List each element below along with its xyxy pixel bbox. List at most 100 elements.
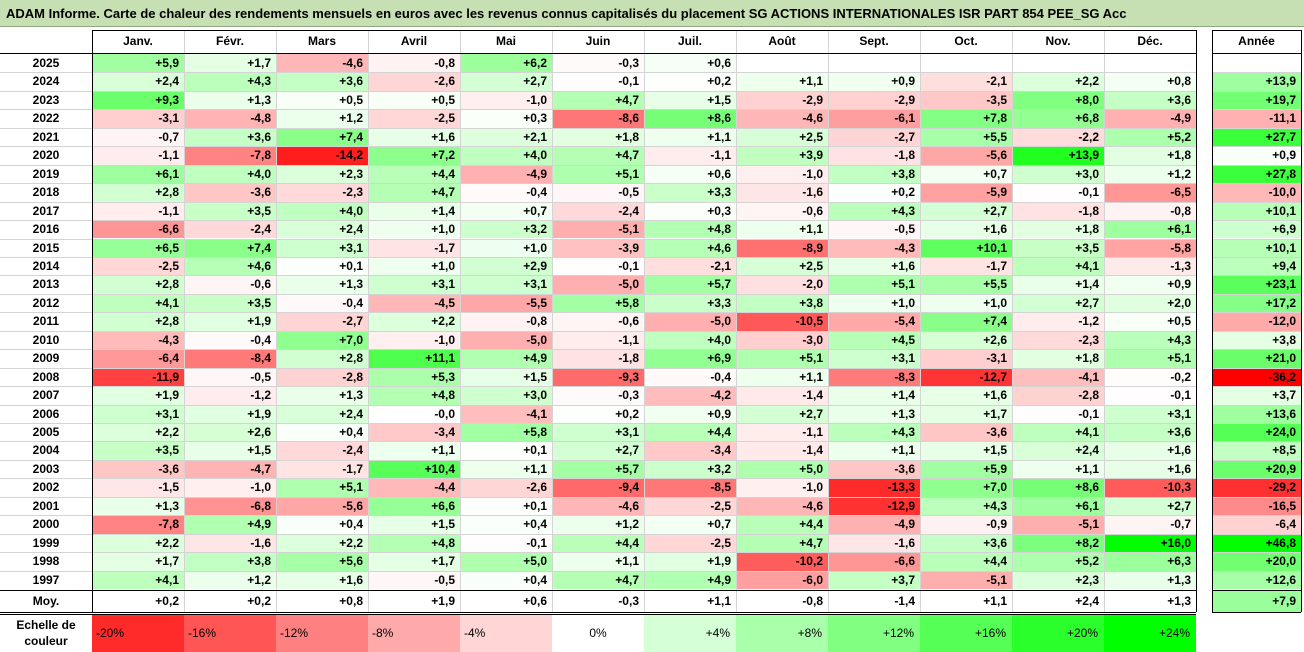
average-cell: +0,8 — [339, 594, 363, 609]
annual-return-cell: +3,7 — [1212, 386, 1301, 405]
monthly-return-cell: +1,0 — [828, 293, 920, 313]
monthly-return-cell: -0,5 — [184, 367, 276, 387]
monthly-return-cell: +4,7 — [552, 146, 644, 165]
table-border — [1212, 53, 1301, 54]
monthly-return-cell: +1,4 — [828, 386, 920, 405]
monthly-return-cell: +5,0 — [460, 552, 552, 571]
monthly-return-cell: +4,8 — [368, 386, 460, 405]
monthly-return-cell: -0,7 — [1104, 515, 1196, 534]
monthly-return-cell: -9,3 — [552, 367, 644, 387]
annual-return-cell: +46,8 — [1212, 533, 1301, 553]
monthly-return-cell — [1012, 54, 1104, 73]
monthly-return-cell: +1,2 — [276, 109, 368, 128]
month-header: Juil. — [677, 34, 702, 48]
monthly-return-cell: +16,0 — [1104, 533, 1196, 553]
monthly-return-cell — [920, 54, 1012, 73]
monthly-return-cell: -1,2 — [184, 386, 276, 405]
monthly-return-cell: +4,9 — [460, 349, 552, 368]
month-header: Févr. — [215, 34, 245, 48]
monthly-return-cell: -4,6 — [276, 54, 368, 73]
row-gridline — [1212, 441, 1301, 443]
monthly-return-cell: +2,7 — [460, 72, 552, 91]
monthly-return-cell: -0,5 — [828, 220, 920, 239]
monthly-return-cell: +1,8 — [552, 127, 644, 147]
monthly-return-cell: +1,9 — [92, 386, 184, 405]
annual-return-cell — [1212, 54, 1301, 73]
monthly-return-cell: +2,2 — [92, 423, 184, 442]
table-border — [1212, 30, 1213, 613]
color-scale-label: Echelle de couleur — [0, 614, 92, 652]
monthly-return-cell: +3,5 — [184, 293, 276, 313]
color-scale-step: +24% — [1104, 615, 1196, 652]
year-label: 2023 — [32, 92, 60, 107]
year-label: 2005 — [32, 425, 60, 439]
monthly-return-cell: -5,1 — [920, 570, 1012, 590]
monthly-return-cell: -5,5 — [460, 293, 552, 313]
monthly-return-cell: +3,6 — [1104, 90, 1196, 110]
column-gridline — [1104, 30, 1105, 613]
monthly-return-cell: +2,7 — [552, 441, 644, 460]
monthly-return-cell — [1104, 54, 1196, 73]
color-scale-step: +16% — [920, 615, 1012, 652]
row-gridline — [0, 72, 1196, 74]
monthly-return-cell: +3,8 — [828, 164, 920, 184]
monthly-return-cell: +5,1 — [552, 164, 644, 184]
monthly-return-cell: +0,8 — [1104, 72, 1196, 91]
row-gridline — [1212, 220, 1301, 222]
monthly-return-cell: -5,8 — [1104, 238, 1196, 257]
table-border — [0, 612, 1196, 614]
monthly-return-cell: -2,5 — [92, 256, 184, 276]
monthly-return-cell: +0,5 — [276, 90, 368, 110]
row-gridline — [1212, 349, 1301, 351]
monthly-return-cell: -10,3 — [1104, 478, 1196, 497]
column-gridline — [828, 30, 829, 613]
color-scale-step: +8% — [736, 615, 828, 652]
average-cell: -0,3 — [618, 594, 639, 609]
monthly-return-cell: -14,2 — [276, 146, 368, 165]
monthly-return-cell: +1,3 — [184, 90, 276, 110]
month-header: Mai — [495, 34, 516, 48]
row-gridline — [1212, 515, 1301, 517]
monthly-return-cell: +0,5 — [368, 90, 460, 110]
monthly-return-cell: +4,3 — [828, 423, 920, 442]
average-cell: -1,4 — [894, 594, 915, 609]
monthly-return-cell: +7,4 — [184, 238, 276, 257]
monthly-return-cell: -2,8 — [1012, 386, 1104, 405]
row-gridline — [0, 275, 1196, 277]
monthly-return-cell: -4,6 — [736, 109, 828, 128]
monthly-return-cell: +0,7 — [644, 515, 736, 534]
monthly-return-cell: +1,8 — [1104, 146, 1196, 165]
monthly-return-cell: +2,8 — [276, 349, 368, 368]
annual-return-cell: +0,9 — [1212, 146, 1301, 165]
monthly-return-cell: +6,1 — [92, 164, 184, 184]
monthly-return-cell: +7,4 — [276, 127, 368, 147]
monthly-return-cell: +2,2 — [92, 533, 184, 553]
monthly-return-cell: -6,5 — [1104, 183, 1196, 202]
monthly-return-cell: -4,9 — [1104, 109, 1196, 128]
monthly-return-cell: +0,1 — [460, 496, 552, 516]
monthly-return-cell: -6,4 — [92, 349, 184, 368]
row-gridline — [0, 127, 1196, 129]
monthly-return-cell: -9,4 — [552, 478, 644, 497]
monthly-return-cell: +2,8 — [92, 312, 184, 331]
monthly-return-cell: +6,9 — [644, 349, 736, 368]
monthly-return-cell: +1,5 — [184, 441, 276, 460]
monthly-return-cell: +1,1 — [644, 127, 736, 147]
annual-return-cell: +20,9 — [1212, 459, 1301, 479]
monthly-return-cell: +3,1 — [828, 349, 920, 368]
monthly-return-cell: +8,0 — [1012, 90, 1104, 110]
monthly-return-cell: +4,0 — [184, 164, 276, 184]
monthly-return-cell: -2,7 — [276, 312, 368, 331]
row-gridline — [0, 146, 1196, 148]
monthly-return-cell: +11,1 — [368, 349, 460, 368]
monthly-return-cell: -0,0 — [368, 404, 460, 423]
color-scale-step: -8% — [368, 615, 460, 652]
row-gridline — [1212, 127, 1301, 129]
annual-return-cell: +19,7 — [1212, 90, 1301, 110]
annual-return-cell: -36,2 — [1212, 367, 1301, 387]
monthly-return-cell: +4,6 — [644, 238, 736, 257]
monthly-return-cell: +4,4 — [368, 164, 460, 184]
monthly-return-cell: +1,1 — [828, 441, 920, 460]
color-scale-label-line2: couleur — [24, 634, 68, 648]
monthly-return-cell: +4,0 — [276, 201, 368, 221]
